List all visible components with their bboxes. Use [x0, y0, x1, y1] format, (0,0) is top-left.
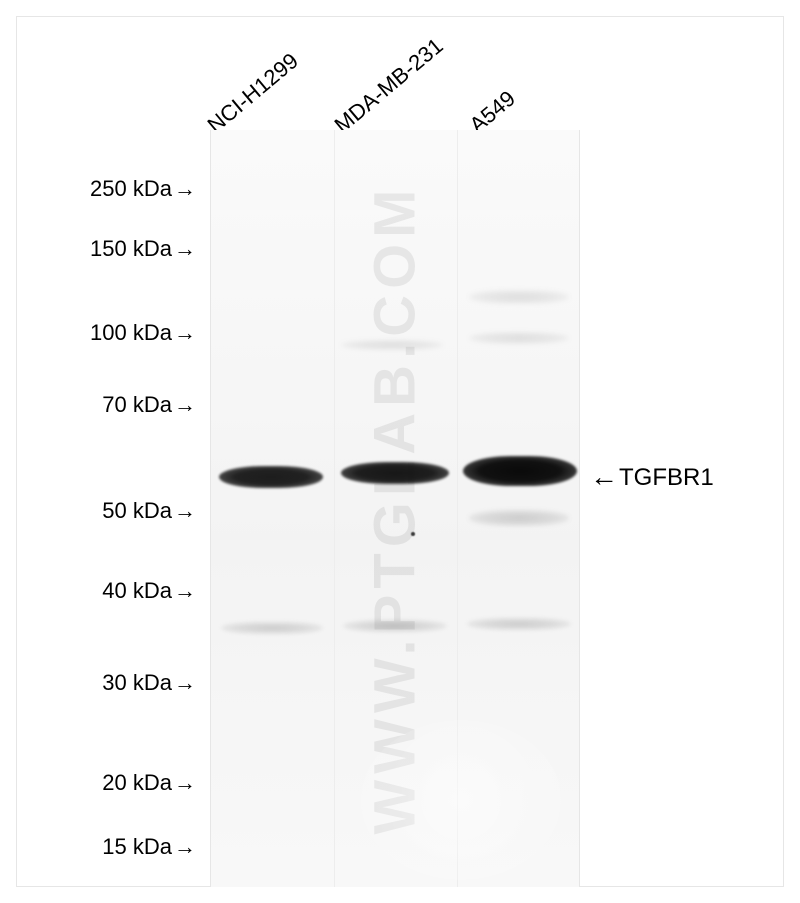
- ladder-value: 20 kDa: [102, 770, 172, 795]
- ladder-40: 40 kDa→: [0, 580, 196, 602]
- band-faint: [469, 510, 569, 526]
- lane-divider: [334, 130, 335, 887]
- ladder-150: 150 kDa→: [0, 238, 196, 260]
- band-faint: [341, 340, 443, 350]
- band-main-lane3: [463, 456, 577, 486]
- ladder-value: 50 kDa: [102, 498, 172, 523]
- band-main-lane1: [219, 466, 323, 488]
- ladder-value: 70 kDa: [102, 392, 172, 417]
- ladder-50: 50 kDa→: [0, 500, 196, 522]
- ladder-value: 15 kDa: [102, 834, 172, 859]
- blot-membrane: WWW.PTGLAB.COM: [210, 130, 580, 887]
- ladder-250: 250 kDa→: [0, 178, 196, 200]
- band-faint: [469, 290, 569, 304]
- glow-artifact: [361, 720, 561, 880]
- arrow-right-icon: →: [174, 580, 196, 602]
- arrow-right-icon: →: [174, 500, 196, 522]
- protein-name: TGFBR1: [619, 464, 714, 491]
- band-faint: [221, 622, 323, 634]
- figure-root: 250 kDa→ 150 kDa→ 100 kDa→ 70 kDa→ 50 kD…: [0, 0, 800, 903]
- arrow-left-icon: ←: [590, 463, 618, 491]
- ladder-100: 100 kDa→: [0, 322, 196, 344]
- ladder-value: 40 kDa: [102, 578, 172, 603]
- arrow-right-icon: →: [174, 772, 196, 794]
- ladder-value: 100 kDa: [90, 320, 172, 345]
- ladder-value: 150 kDa: [90, 236, 172, 261]
- arrow-right-icon: →: [174, 238, 196, 260]
- speck: [411, 532, 415, 536]
- ladder-70: 70 kDa→: [0, 394, 196, 416]
- band-faint: [343, 620, 447, 632]
- arrow-right-icon: →: [174, 322, 196, 344]
- arrow-right-icon: →: [174, 672, 196, 694]
- band-main-lane2: [341, 462, 449, 484]
- arrow-right-icon: →: [174, 178, 196, 200]
- band-faint: [469, 332, 569, 344]
- band-faint: [467, 618, 571, 630]
- ladder-15: 15 kDa→: [0, 836, 196, 858]
- ladder-20: 20 kDa→: [0, 772, 196, 794]
- ladder-value: 30 kDa: [102, 670, 172, 695]
- arrow-right-icon: →: [174, 394, 196, 416]
- ladder-value: 250 kDa: [90, 176, 172, 201]
- ladder-30: 30 kDa→: [0, 672, 196, 694]
- arrow-right-icon: →: [174, 836, 196, 858]
- protein-marker: ←TGFBR1: [590, 462, 714, 490]
